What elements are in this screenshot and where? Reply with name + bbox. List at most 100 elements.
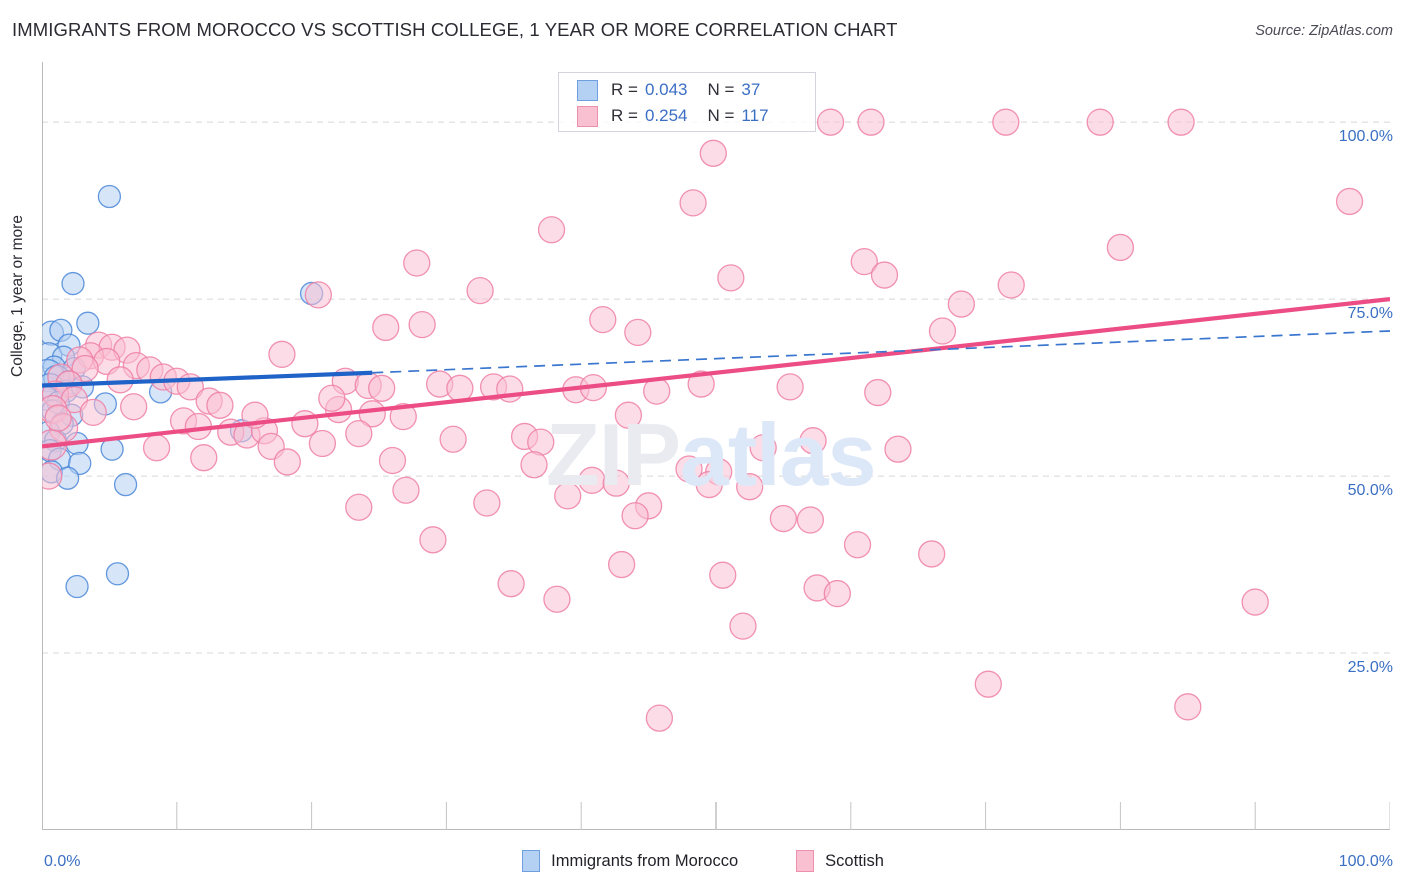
data-point xyxy=(816,108,845,136)
stats-legend-row-morocco: R = 0.043 N = 37 xyxy=(577,78,760,102)
data-point xyxy=(1335,187,1364,216)
trendline-scottish xyxy=(42,297,1390,449)
data-point xyxy=(928,317,957,345)
data-point xyxy=(273,448,301,476)
data-point xyxy=(105,562,130,586)
n-value-morocco: 37 xyxy=(741,80,761,99)
data-point xyxy=(473,489,501,517)
x-tick-min: 0.0% xyxy=(44,853,81,870)
stats-legend: R = 0.043 N = 37 R = 0.254 N = 117 xyxy=(558,72,816,132)
y-tick-label: 50.0% xyxy=(1347,482,1393,500)
scatter-svg xyxy=(42,62,1390,830)
data-point xyxy=(947,290,975,318)
data-point xyxy=(372,313,400,342)
data-point xyxy=(857,108,885,136)
data-point xyxy=(884,435,912,463)
data-point xyxy=(113,472,138,497)
stats-legend-row-scottish: R = 0.254 N = 117 xyxy=(577,104,769,128)
page-title: IMMIGRANTS FROM MOROCCO VS SCOTTISH COLL… xyxy=(12,19,898,40)
data-point xyxy=(44,404,72,432)
data-point xyxy=(190,444,218,472)
data-point xyxy=(389,402,417,431)
series-legend-item-scottish[interactable]: Scottish xyxy=(796,850,884,872)
data-point xyxy=(345,419,373,448)
data-point xyxy=(589,306,617,334)
data-point xyxy=(776,373,804,401)
data-point xyxy=(997,271,1025,299)
data-point xyxy=(308,429,337,458)
y-tick-label: 100.0% xyxy=(1338,128,1393,146)
data-point xyxy=(79,398,107,427)
data-point xyxy=(709,561,737,589)
series-points-scottish xyxy=(42,108,1364,732)
data-point xyxy=(345,493,373,521)
data-point xyxy=(268,340,296,368)
data-point xyxy=(870,261,899,289)
series-swatch-morocco xyxy=(522,850,541,872)
data-point xyxy=(403,249,431,277)
data-point xyxy=(76,311,100,335)
trendline-morocco-extrapolated xyxy=(372,330,1390,374)
y-axis-label: College, 1 year or more xyxy=(9,215,26,377)
data-point xyxy=(554,482,582,510)
series-legend: Immigrants from Morocco Scottish xyxy=(0,850,1406,872)
data-point xyxy=(106,366,134,394)
legend-swatch-scottish xyxy=(577,105,598,127)
data-point xyxy=(749,434,777,462)
data-point xyxy=(42,462,63,490)
data-point xyxy=(729,612,757,640)
data-point xyxy=(537,216,566,244)
data-point xyxy=(527,428,555,456)
data-point xyxy=(65,574,89,599)
data-point xyxy=(679,189,707,217)
data-point xyxy=(799,427,827,455)
data-point xyxy=(602,469,630,497)
data-point xyxy=(1167,108,1195,136)
r-label-morocco: R = xyxy=(611,80,638,99)
data-point xyxy=(318,384,346,412)
data-point xyxy=(695,470,723,499)
data-point xyxy=(61,271,85,296)
data-point xyxy=(120,393,148,421)
data-point xyxy=(864,378,892,407)
n-label-scottish: N = xyxy=(707,106,735,125)
plot-area xyxy=(42,62,1390,830)
r-label-scottish: R = xyxy=(611,106,638,125)
legend-swatch-morocco xyxy=(577,79,598,101)
data-point xyxy=(1241,588,1269,616)
data-point xyxy=(769,504,798,533)
trendline-morocco xyxy=(42,370,373,388)
data-point xyxy=(578,466,606,494)
source-attribution: Source: ZipAtlas.com xyxy=(1255,23,1393,39)
data-point xyxy=(419,526,447,554)
data-point xyxy=(823,579,851,608)
n-label-morocco: N = xyxy=(707,80,735,99)
data-point xyxy=(142,434,171,462)
data-point xyxy=(392,476,420,504)
data-point xyxy=(621,502,649,530)
data-point xyxy=(687,370,715,398)
data-point xyxy=(717,264,745,292)
y-tick-label: 75.0% xyxy=(1347,305,1393,323)
data-point xyxy=(497,570,525,598)
data-point xyxy=(607,550,636,579)
y-tick-label: 25.0% xyxy=(1347,659,1393,677)
n-value-scottish: 117 xyxy=(741,106,769,125)
series-legend-item-morocco[interactable]: Immigrants from Morocco xyxy=(522,850,738,872)
series-swatch-scottish xyxy=(796,850,815,872)
data-point xyxy=(466,276,494,305)
data-point xyxy=(699,139,727,167)
data-point xyxy=(439,425,467,453)
data-point xyxy=(378,446,407,475)
data-point xyxy=(1086,108,1114,136)
r-value-morocco: 0.043 xyxy=(644,80,688,99)
x-tick-max: 100.0% xyxy=(1338,853,1393,870)
series-label-morocco: Immigrants from Morocco xyxy=(551,851,739,870)
data-point xyxy=(645,704,674,732)
data-point xyxy=(97,184,122,209)
data-point xyxy=(675,455,703,483)
data-point xyxy=(624,318,652,347)
data-point xyxy=(446,374,474,402)
data-point xyxy=(992,108,1020,136)
